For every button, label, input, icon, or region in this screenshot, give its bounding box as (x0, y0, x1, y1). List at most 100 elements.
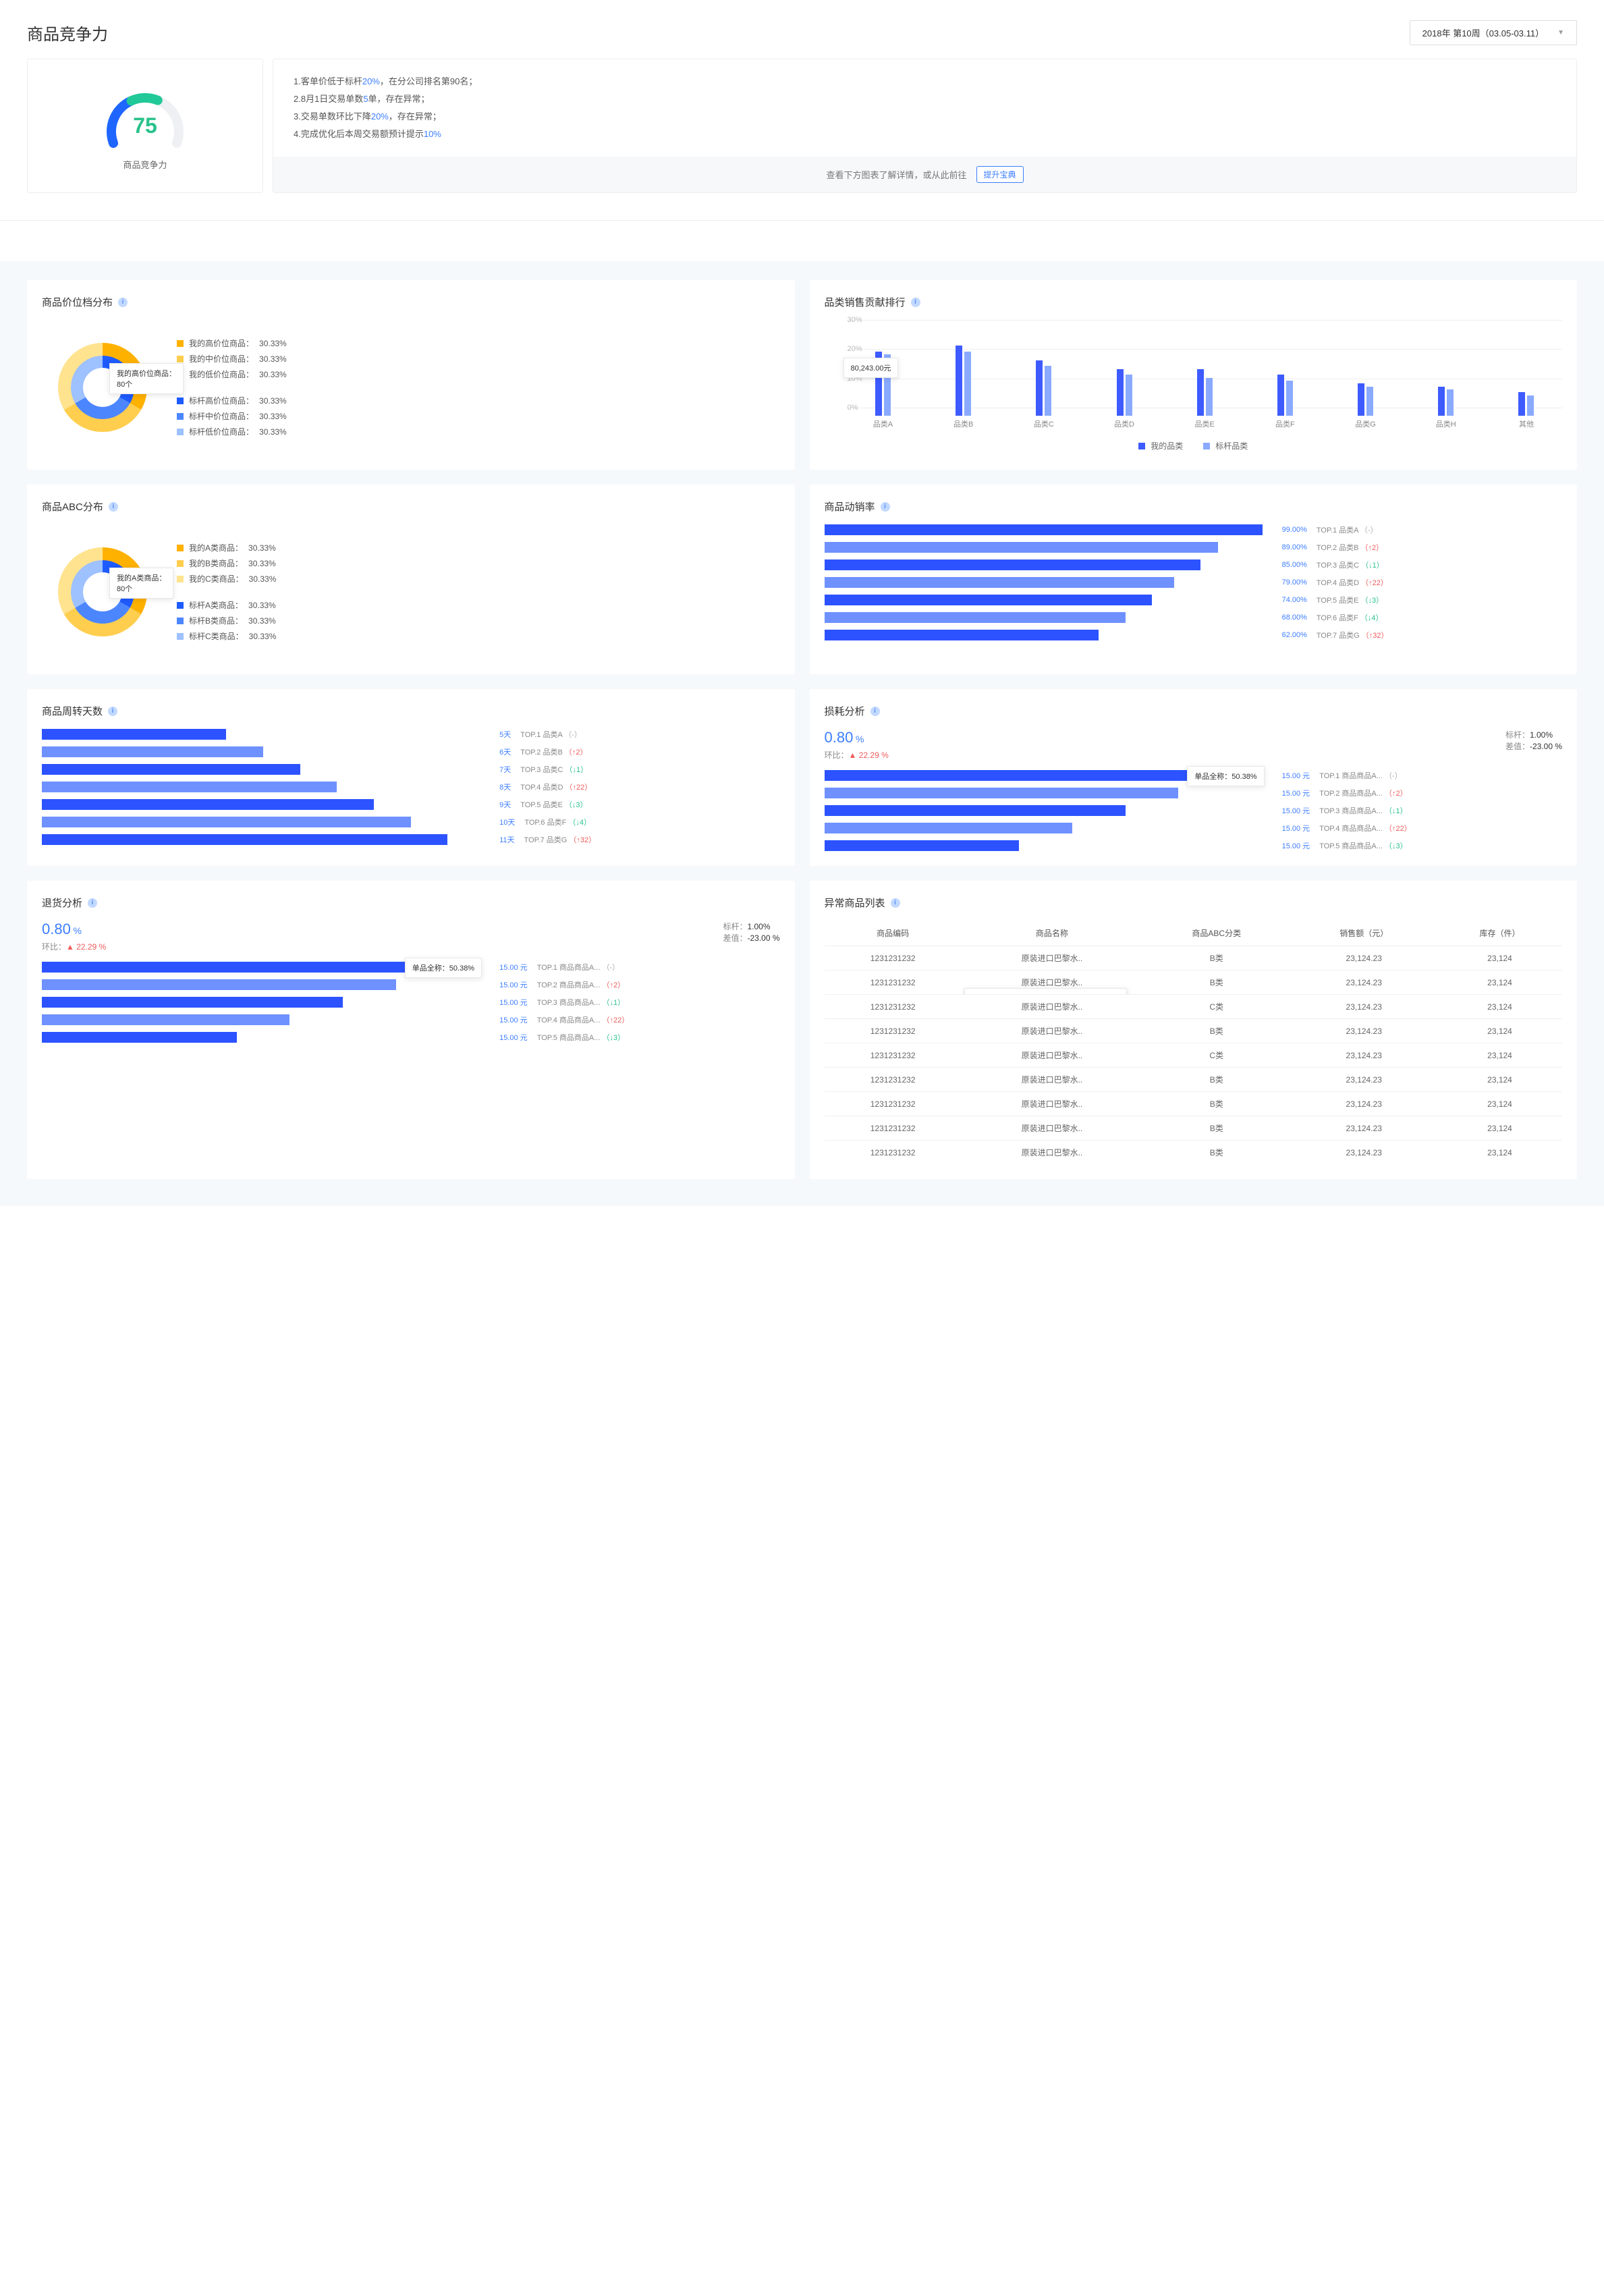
hbar-row[interactable]: 15.00 元TOP.3 商品商品A... （↓1） (825, 805, 1563, 816)
info-icon[interactable]: i (870, 707, 880, 716)
info-icon[interactable]: i (108, 707, 117, 716)
hbar-row[interactable]: 8天TOP.4 品类D （↑22） (42, 782, 780, 792)
donut-chart: 我的A类商品：80个 (49, 538, 157, 646)
category-rank-card: 品类销售贡献排行i 0%10%20%30%品类A品类B品类C品类D品类E品类F品… (810, 280, 1578, 470)
bar-group[interactable] (1249, 375, 1321, 416)
hbar-row[interactable]: 68.00%TOP.6 品类F （↓4） (825, 612, 1563, 623)
legend-item: 我的B类商品：30.33% (177, 557, 276, 569)
table-header: 销售额（元） (1290, 921, 1437, 946)
bar-group[interactable] (928, 346, 999, 416)
bar-group[interactable] (1330, 383, 1402, 416)
info-icon[interactable]: i (118, 298, 128, 307)
date-label: 2018年 第10周（03.05-03.11） (1422, 26, 1544, 39)
table-row[interactable]: 1231231232原装进口巴黎水..B类23,124.2323,124 (825, 1068, 1563, 1092)
card-title: 异常商品列表 (825, 896, 885, 910)
tooltip: 单品全称：50.38% (405, 958, 482, 978)
hbar-row[interactable]: 单品全称：50.38%15.00 元TOP.1 商品商品A... （-） (825, 770, 1563, 781)
tooltip: 80,243.00元 (844, 358, 899, 378)
hbar-row[interactable]: 15.00 元TOP.2 商品商品A... （↑2） (825, 788, 1563, 798)
hbar-row[interactable]: 99.00%TOP.1 品类A （-） (825, 524, 1563, 535)
hbar-row[interactable]: 15.00 元TOP.2 商品商品A... （↑2） (42, 979, 780, 990)
table-row[interactable]: 1231231232原装进口巴黎水..巴黎水Perrier 含气天含气天含气然矿… (825, 971, 1563, 995)
table-row[interactable]: 1231231232原装进口巴黎水..B类23,124.2323,124 (825, 1116, 1563, 1141)
kpi-sub-label: 环比： (825, 750, 849, 760)
bar-group[interactable] (1008, 360, 1080, 416)
hbar-row[interactable]: 15.00 元TOP.3 商品商品A... （↓1） (42, 997, 780, 1008)
chevron-down-icon: ▼ (1557, 29, 1564, 36)
hbar-row[interactable]: 11天TOP.7 品类G （↑32） (42, 834, 780, 845)
donut-callout: 我的A类商品：80个 (109, 568, 173, 599)
hbar-row[interactable]: 15.00 元TOP.4 商品商品A... （↑22） (825, 823, 1563, 833)
info-icon[interactable]: i (891, 898, 900, 908)
kpi-sub-value: ▲ 22.29 % (66, 942, 106, 952)
bar-group[interactable] (1491, 392, 1562, 416)
info-icon[interactable]: i (881, 502, 890, 512)
hbar-row[interactable]: 9天TOP.5 品类E （↓3） (42, 799, 780, 810)
legend-item: 标杆A类商品：30.33% (177, 599, 276, 611)
legend-item: 标杆中价位商品：30.33% (177, 410, 287, 422)
hbar-row[interactable]: 85.00%TOP.3 品类C （↓1） (825, 559, 1563, 570)
hbar-row[interactable]: 62.00%TOP.7 品类G （↑32） (825, 630, 1563, 640)
hbar-row[interactable]: 7天TOP.3 品类C （↓1） (42, 764, 780, 775)
hbar-chart: 单品全称：50.38%15.00 元TOP.1 商品商品A... （-） 15.0… (42, 962, 780, 1043)
table-row[interactable]: 1231231232原装进口巴黎水..C类23,124.2323,124 (825, 995, 1563, 1019)
column-chart: 0%10%20%30%品类A品类B品类C品类D品类E品类F品类G品类H其他80,… (825, 320, 1563, 435)
bar-group[interactable] (1410, 387, 1482, 416)
kpi-right: 标杆：1.00%差值：-23.00 % (1505, 729, 1562, 761)
info-icon[interactable]: i (88, 898, 97, 908)
hbar-row[interactable]: 79.00%TOP.4 品类D （↑22） (825, 577, 1563, 588)
hbar-row[interactable]: 5天TOP.1 品类A （-） (42, 729, 780, 740)
bar-group[interactable] (1088, 369, 1160, 416)
hbar-row[interactable]: 15.00 元TOP.4 商品商品A... （↑22） (42, 1014, 780, 1025)
insights-list: 1.客单价低于标杆20%，在分公司排名第90名；2.8月1日交易单数5单，存在异… (273, 59, 1576, 157)
hbar-chart: 单品全称：50.38%15.00 元TOP.1 商品商品A... （-） 15.0… (825, 770, 1563, 851)
table-row[interactable]: 1231231232原装进口巴黎水..B类23,124.2323,124 (825, 1019, 1563, 1043)
hbar-row[interactable]: 6天TOP.2 品类B （↑2） (42, 746, 780, 757)
tips-button[interactable]: 提升宝典 (976, 166, 1024, 183)
donut-chart: 我的高价位商品：80个 (49, 333, 157, 441)
kpi-unit: % (856, 734, 864, 744)
table-row[interactable]: 1231231232原装进口巴黎水..C类23,124.2323,124 (825, 1043, 1563, 1068)
hbar-row[interactable]: 15.00 元TOP.5 商品商品A... （↓3） (42, 1032, 780, 1043)
hbar-row[interactable]: 74.00%TOP.5 品类E （↓3） (825, 595, 1563, 605)
anomaly-table: 商品编码商品名称商品ABC分类销售额（元）库存（件）1231231232原装进口… (825, 921, 1563, 1164)
table-header: 商品ABC分类 (1142, 921, 1290, 946)
kpi-unit: % (73, 925, 81, 936)
legend-item: 我的低价位商品：30.33% (177, 368, 287, 380)
info-icon[interactable]: i (911, 298, 920, 307)
table-header: 商品名称 (962, 921, 1142, 946)
days-card: 商品周转天数 i 5天TOP.1 品类A （-） 6天TOP.2 品类B （↑2） 7… (27, 689, 795, 866)
kpi-sub-label: 环比： (42, 942, 66, 952)
chart-legend: 我的品类标杆品类 (825, 440, 1563, 452)
turnover-card: 商品动销率i 99.00%TOP.1 品类A （-）89.00%TOP.2 品类… (810, 485, 1578, 674)
table-header: 商品编码 (825, 921, 962, 946)
card-title: 商品周转天数 (42, 704, 103, 718)
legend-item: 我的C类商品：30.33% (177, 573, 276, 584)
hbar-row[interactable]: 单品全称：50.38%15.00 元TOP.1 商品商品A... （-） (42, 962, 780, 973)
kpi-value: 0.80 (42, 921, 71, 937)
legend-item: 标杆C类商品：30.33% (177, 630, 276, 642)
hbar-row[interactable]: 10天TOP.6 品类F （↓4） (42, 817, 780, 827)
kpi-sub-value: ▲ 22.29 % (849, 750, 889, 760)
info-icon[interactable]: i (109, 502, 118, 512)
hbar-chart: 99.00%TOP.1 品类A （-） 89.00%TOP.2 品类B （↑2） 8… (825, 524, 1563, 640)
legend: 我的A类商品：30.33%我的B类商品：30.33%我的C类商品：30.33%标… (177, 542, 276, 642)
table-row[interactable]: 1231231232原装进口巴黎水..B类23,124.2323,124 (825, 1141, 1563, 1165)
hbar-chart: 5天TOP.1 品类A （-） 6天TOP.2 品类B （↑2） 7天TOP.3 品… (42, 729, 780, 845)
date-selector[interactable]: 2018年 第10周（03.05-03.11） ▼ (1410, 20, 1577, 45)
card-title: 商品价位档分布 (42, 295, 113, 309)
tooltip: 单品全称：50.38% (1187, 766, 1264, 786)
table-row[interactable]: 1231231232原装进口巴黎水..B类23,124.2323,124 (825, 1092, 1563, 1116)
score-value: 75 (98, 113, 192, 138)
score-card: 75 商品竞争力 (27, 59, 263, 193)
legend-item: 标杆B类商品：30.33% (177, 615, 276, 626)
card-title: 商品ABC分布 (42, 499, 103, 514)
legend-item: 我的高价位商品：30.33% (177, 337, 287, 349)
table-row[interactable]: 1231231232原装进口巴黎水..B类23,124.2323,124 (825, 946, 1563, 971)
insights-card: 1.客单价低于标杆20%，在分公司排名第90名；2.8月1日交易单数5单，存在异… (273, 59, 1577, 193)
bar-group[interactable] (1169, 369, 1240, 416)
hbar-row[interactable]: 89.00%TOP.2 品类B （↑2） (825, 542, 1563, 553)
page-title: 商品竞争力 (27, 21, 108, 45)
insights-footer-text: 查看下方图表了解详情，或从此前往 (826, 168, 966, 181)
hbar-row[interactable]: 15.00 元TOP.5 商品商品A... （↓3） (825, 840, 1563, 851)
